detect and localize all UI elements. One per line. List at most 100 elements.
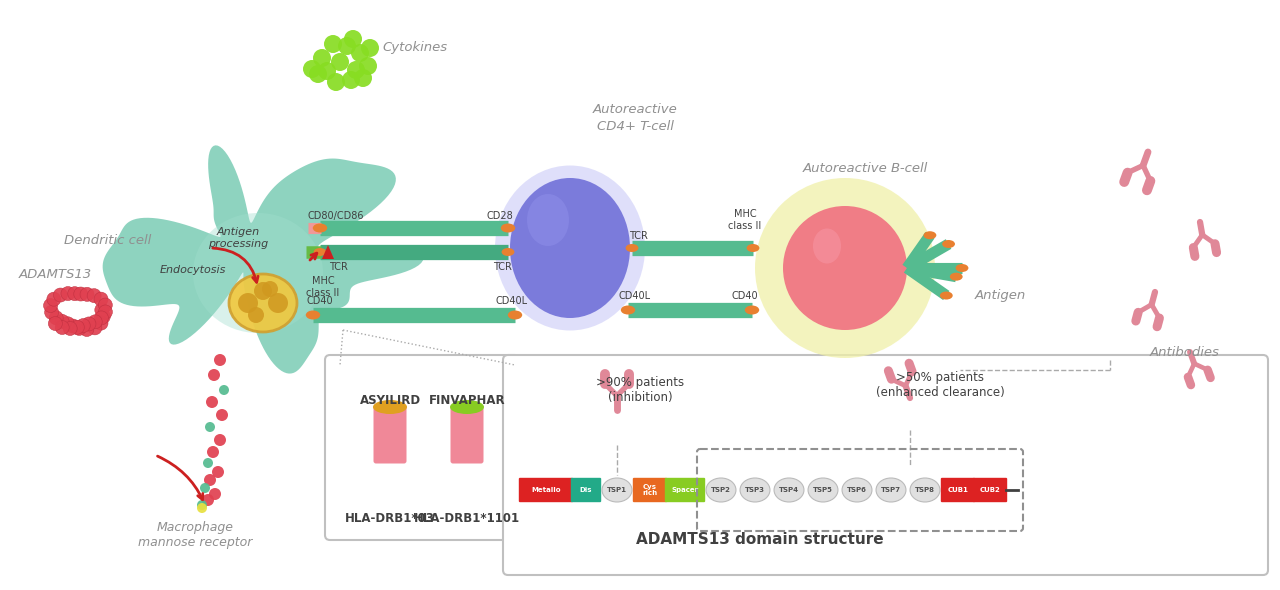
Ellipse shape xyxy=(602,478,632,502)
Text: CD40L: CD40L xyxy=(495,296,529,306)
Text: HLA-DRB1*1101: HLA-DRB1*1101 xyxy=(413,512,520,525)
Text: TSP2: TSP2 xyxy=(712,487,731,493)
Circle shape xyxy=(95,311,109,325)
Circle shape xyxy=(332,53,349,71)
Circle shape xyxy=(238,293,259,313)
Text: ADAMTS13: ADAMTS13 xyxy=(18,268,92,281)
Circle shape xyxy=(204,458,212,468)
Text: TSP3: TSP3 xyxy=(745,487,765,493)
Circle shape xyxy=(44,299,58,313)
FancyBboxPatch shape xyxy=(632,478,667,502)
Circle shape xyxy=(268,293,288,313)
Circle shape xyxy=(96,310,110,323)
Text: Cys
rich: Cys rich xyxy=(643,484,658,496)
Ellipse shape xyxy=(740,478,771,502)
Text: TSP7: TSP7 xyxy=(881,487,901,493)
FancyBboxPatch shape xyxy=(325,355,520,540)
Ellipse shape xyxy=(193,213,323,333)
Circle shape xyxy=(351,44,369,62)
Ellipse shape xyxy=(626,244,639,252)
Circle shape xyxy=(342,71,360,89)
Ellipse shape xyxy=(508,310,522,320)
Circle shape xyxy=(63,322,77,336)
FancyBboxPatch shape xyxy=(571,478,602,502)
Circle shape xyxy=(262,281,278,297)
Circle shape xyxy=(49,311,63,325)
Circle shape xyxy=(82,317,96,331)
Circle shape xyxy=(67,319,81,333)
Ellipse shape xyxy=(502,248,515,256)
Ellipse shape xyxy=(950,273,963,281)
Ellipse shape xyxy=(707,478,736,502)
Text: CD40: CD40 xyxy=(307,296,333,306)
Text: Antibodies: Antibodies xyxy=(1149,346,1220,359)
Circle shape xyxy=(93,292,108,306)
Text: ADAMTS13 domain structure: ADAMTS13 domain structure xyxy=(636,533,883,548)
Text: FINVAPHAR: FINVAPHAR xyxy=(429,394,506,407)
Ellipse shape xyxy=(924,231,937,239)
Circle shape xyxy=(214,354,227,366)
FancyBboxPatch shape xyxy=(466,407,484,464)
Circle shape xyxy=(55,320,69,335)
Circle shape xyxy=(212,466,224,478)
Circle shape xyxy=(72,322,86,335)
Circle shape xyxy=(99,305,113,319)
Circle shape xyxy=(216,409,228,421)
Circle shape xyxy=(205,422,215,432)
Text: HLA-DRB1*03: HLA-DRB1*03 xyxy=(346,512,435,525)
Circle shape xyxy=(200,483,210,493)
Ellipse shape xyxy=(306,310,320,320)
Circle shape xyxy=(317,62,335,80)
Ellipse shape xyxy=(451,400,484,414)
FancyBboxPatch shape xyxy=(451,407,468,464)
Text: TSP1: TSP1 xyxy=(607,487,627,493)
Circle shape xyxy=(68,287,82,301)
Text: TSP4: TSP4 xyxy=(780,487,799,493)
Circle shape xyxy=(303,60,321,78)
Ellipse shape xyxy=(745,306,759,314)
Ellipse shape xyxy=(813,228,841,264)
Text: TCR: TCR xyxy=(628,231,648,241)
Text: TSP8: TSP8 xyxy=(915,487,934,493)
Circle shape xyxy=(338,37,356,55)
Text: CD80/CD86: CD80/CD86 xyxy=(307,211,365,221)
Text: TSP5: TSP5 xyxy=(813,487,833,493)
Circle shape xyxy=(783,206,908,330)
Circle shape xyxy=(197,503,207,513)
Text: Metallo: Metallo xyxy=(531,487,561,493)
FancyBboxPatch shape xyxy=(973,478,1007,502)
Ellipse shape xyxy=(527,194,570,246)
Circle shape xyxy=(219,385,229,395)
FancyBboxPatch shape xyxy=(941,478,975,502)
Text: Antigen
processing: Antigen processing xyxy=(207,227,268,249)
Circle shape xyxy=(324,35,342,53)
Ellipse shape xyxy=(509,178,630,318)
Ellipse shape xyxy=(876,478,906,502)
Polygon shape xyxy=(323,245,334,259)
Circle shape xyxy=(77,319,91,333)
Polygon shape xyxy=(102,145,424,373)
Ellipse shape xyxy=(312,224,328,232)
Circle shape xyxy=(314,49,332,67)
Circle shape xyxy=(88,321,102,335)
Circle shape xyxy=(204,474,216,486)
Circle shape xyxy=(202,494,214,506)
Text: TCR: TCR xyxy=(329,262,347,272)
Text: MHC
class II: MHC class II xyxy=(306,276,339,298)
Circle shape xyxy=(347,61,365,79)
Ellipse shape xyxy=(746,244,759,252)
Circle shape xyxy=(207,369,220,381)
Circle shape xyxy=(60,317,74,331)
Ellipse shape xyxy=(229,274,297,332)
FancyBboxPatch shape xyxy=(503,355,1268,575)
Text: >50% patients
(enhanced clearance): >50% patients (enhanced clearance) xyxy=(876,371,1005,399)
FancyBboxPatch shape xyxy=(374,407,392,464)
Circle shape xyxy=(355,69,372,87)
Circle shape xyxy=(74,287,88,301)
Circle shape xyxy=(93,316,108,330)
Ellipse shape xyxy=(621,306,635,314)
Text: CD28: CD28 xyxy=(486,211,513,221)
Text: Spacer: Spacer xyxy=(672,487,699,493)
Text: Autoreactive
CD4+ T-cell: Autoreactive CD4+ T-cell xyxy=(593,103,677,133)
Text: CUB2: CUB2 xyxy=(979,487,1001,493)
